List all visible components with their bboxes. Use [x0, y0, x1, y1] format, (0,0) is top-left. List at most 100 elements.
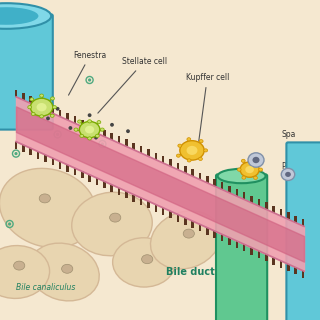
Bar	[59, 162, 61, 169]
Bar	[199, 172, 201, 180]
Bar	[66, 165, 69, 172]
Bar	[162, 156, 164, 163]
Ellipse shape	[110, 123, 114, 127]
Bar	[52, 158, 54, 165]
Ellipse shape	[187, 138, 191, 141]
Bar	[294, 268, 297, 275]
Bar	[258, 251, 260, 258]
Bar	[169, 211, 172, 218]
Text: Pit ce: Pit ce	[282, 162, 303, 171]
Ellipse shape	[31, 112, 35, 116]
Bar	[155, 204, 157, 212]
Bar	[221, 182, 223, 189]
Bar	[132, 143, 135, 150]
Ellipse shape	[56, 133, 59, 136]
Ellipse shape	[240, 162, 259, 177]
Bar	[59, 110, 61, 117]
Ellipse shape	[30, 98, 34, 101]
Bar	[177, 163, 179, 170]
Ellipse shape	[0, 7, 38, 25]
Bar	[243, 192, 245, 199]
Bar	[96, 178, 98, 185]
Text: Bile canaliculus: Bile canaliculus	[16, 284, 76, 292]
Ellipse shape	[126, 129, 130, 133]
Ellipse shape	[113, 238, 175, 287]
Ellipse shape	[198, 157, 202, 161]
Ellipse shape	[204, 149, 208, 152]
Ellipse shape	[218, 169, 266, 183]
Bar	[258, 199, 260, 206]
Bar	[155, 153, 157, 160]
Bar	[96, 126, 98, 133]
Ellipse shape	[100, 128, 104, 131]
Bar	[110, 185, 113, 192]
Ellipse shape	[72, 192, 152, 256]
Bar	[169, 159, 172, 166]
FancyBboxPatch shape	[0, 14, 53, 130]
Ellipse shape	[52, 106, 56, 109]
Bar	[15, 90, 17, 97]
Ellipse shape	[79, 121, 100, 138]
Bar	[213, 231, 216, 238]
Bar	[272, 206, 275, 213]
Ellipse shape	[36, 103, 47, 111]
Ellipse shape	[110, 213, 121, 222]
Bar	[287, 212, 290, 219]
Bar	[236, 241, 238, 248]
Bar	[81, 172, 84, 179]
Bar	[132, 195, 135, 202]
Ellipse shape	[88, 78, 91, 82]
Bar	[280, 261, 282, 268]
Bar	[44, 103, 47, 110]
Ellipse shape	[0, 168, 97, 248]
Ellipse shape	[176, 154, 180, 157]
Ellipse shape	[74, 128, 78, 131]
Bar	[250, 248, 253, 255]
Ellipse shape	[248, 153, 264, 167]
Ellipse shape	[95, 134, 99, 137]
Ellipse shape	[40, 115, 44, 118]
Bar	[250, 196, 253, 203]
Bar	[162, 208, 164, 215]
Bar	[199, 224, 201, 231]
Bar	[110, 133, 113, 140]
Ellipse shape	[241, 159, 245, 163]
Bar	[37, 152, 39, 159]
Bar	[74, 116, 76, 123]
Bar	[302, 271, 304, 278]
Ellipse shape	[97, 121, 101, 124]
Bar	[302, 219, 304, 226]
Bar	[206, 228, 209, 235]
Bar	[221, 234, 223, 241]
Ellipse shape	[62, 264, 73, 273]
Ellipse shape	[253, 160, 257, 163]
Bar	[184, 218, 187, 225]
Ellipse shape	[50, 114, 54, 117]
Ellipse shape	[187, 159, 191, 162]
Ellipse shape	[85, 126, 94, 133]
Ellipse shape	[88, 120, 92, 123]
Text: Kupffer cell: Kupffer cell	[186, 73, 229, 141]
FancyBboxPatch shape	[216, 174, 267, 320]
Text: Fenestra: Fenestra	[68, 51, 107, 95]
Bar	[243, 244, 245, 251]
Bar	[265, 202, 268, 209]
Ellipse shape	[285, 172, 291, 177]
Ellipse shape	[36, 110, 40, 114]
Bar	[125, 140, 128, 147]
Bar	[147, 201, 150, 208]
Bar	[206, 176, 209, 183]
Text: Spa: Spa	[282, 130, 296, 139]
Ellipse shape	[254, 176, 258, 180]
Bar	[52, 106, 54, 113]
Ellipse shape	[242, 176, 246, 179]
Bar	[177, 214, 179, 221]
Bar	[272, 258, 275, 265]
Bar	[125, 191, 128, 198]
Ellipse shape	[237, 168, 241, 171]
Text: Bile duct: Bile duct	[166, 267, 215, 277]
Ellipse shape	[199, 140, 203, 143]
Bar	[294, 216, 297, 223]
Text: Stellate cell: Stellate cell	[98, 57, 167, 113]
Text: ral vein: ral vein	[2, 44, 30, 52]
